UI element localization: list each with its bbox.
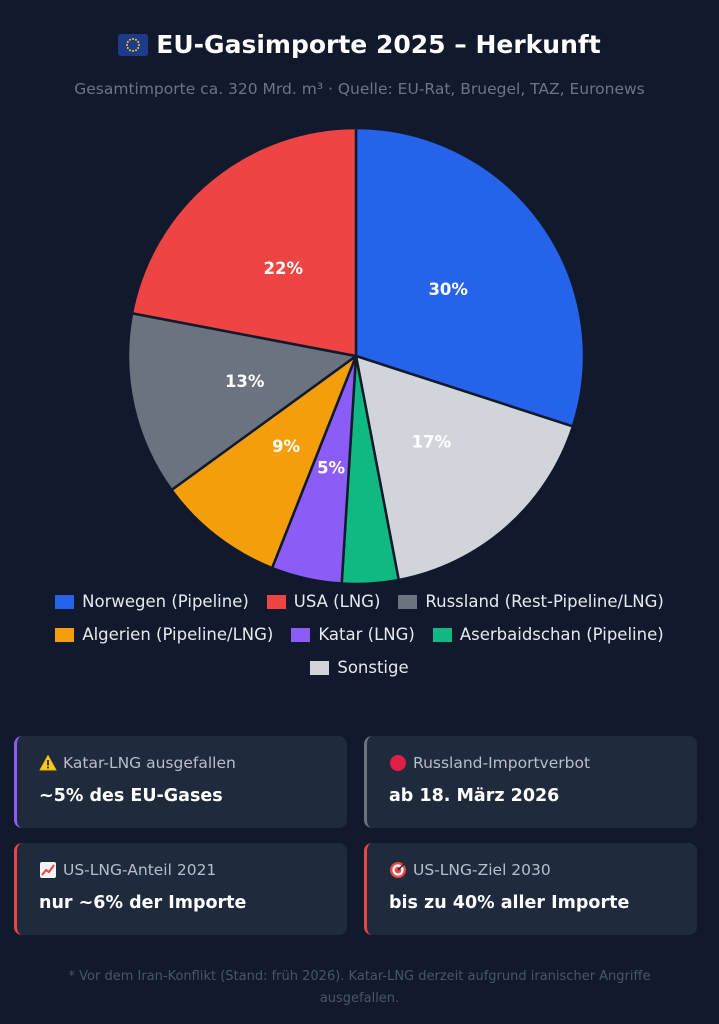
flag-star: [138, 43, 141, 46]
flag-star: [129, 48, 132, 51]
legend-swatch: [55, 594, 75, 609]
legend-label: USA (LNG): [293, 592, 381, 611]
flag-star: [135, 48, 138, 51]
legend-label: Norwegen (Pipeline): [82, 592, 249, 611]
chart-subtitle: Gesamtimporte ca. 320 Mrd. m³ · Quelle: …: [74, 80, 645, 98]
slice-label: 9%: [272, 437, 300, 456]
flag-star: [137, 40, 140, 43]
info-card-russland: Russland-Importverbot ab 18. März 2026: [364, 736, 697, 828]
card-value: nur ~6% der Importe: [39, 893, 247, 913]
legend-item-russland: Russland (Rest-Pipeline/LNG): [398, 592, 664, 611]
card-label: Katar-LNG ausgefallen: [63, 754, 236, 772]
slice-label: 30%: [428, 280, 468, 299]
pie-slice-russland: [126, 312, 358, 492]
card-value: ~5% des EU-Gases: [39, 786, 223, 806]
pie-slice-usa: [130, 126, 358, 358]
legend-label: Aserbaidschan (Pipeline): [459, 625, 664, 644]
card-label: Russland-Importverbot: [413, 754, 591, 772]
flag-star: [132, 49, 135, 52]
chart-title-text: EU-Gasimporte 2025 – Herkunft: [156, 30, 601, 59]
legend-label: Sonstige: [337, 658, 409, 677]
card-label-row: Russland-Importverbot: [389, 754, 697, 772]
legend-item-katar: Katar (LNG): [291, 625, 415, 644]
legend-item-sonstige: Sonstige: [310, 658, 409, 677]
flag-star: [129, 38, 132, 41]
flag-star: [126, 43, 129, 46]
legend-swatch: [291, 627, 311, 642]
legend-label: Katar (LNG): [318, 625, 415, 644]
info-card-katar: Katar-LNG ausgefallen ~5% des EU-Gases: [14, 736, 347, 828]
pie-slice-sonstige: [354, 354, 575, 582]
footnote: * Vor dem Iran-Konflikt (Stand: früh 202…: [68, 969, 651, 1006]
card-label: US-LNG-Anteil 2021: [63, 861, 217, 879]
pie-slice-norwegen: [354, 126, 586, 428]
flag-star: [132, 37, 135, 40]
eu-flag-icon: [118, 33, 149, 56]
legend-item-algerien: Algerien (Pipeline/LNG): [55, 625, 273, 644]
legend-item-aserbaidschan: Aserbaidschan (Pipeline): [432, 625, 664, 644]
card-label-row: US-LNG-Ziel 2030: [389, 861, 697, 879]
card-label: US-LNG-Ziel 2030: [413, 861, 551, 879]
card-label-row: Katar-LNG ausgefallen: [39, 754, 347, 772]
flag-star: [127, 40, 130, 43]
red-circle-icon: [390, 755, 406, 771]
legend-label: Algerien (Pipeline/LNG): [82, 625, 274, 644]
slice-label: 13%: [225, 372, 265, 391]
flag-star: [135, 38, 138, 41]
card-value: bis zu 40% aller Importe: [389, 893, 630, 913]
slice-label: 17%: [412, 433, 452, 452]
info-card-us-lng-2021: US-LNG-Anteil 2021 nur ~6% der Importe: [14, 843, 347, 935]
legend-item-usa: USA (LNG): [266, 592, 381, 611]
flag-star: [127, 46, 130, 49]
chart-increasing-icon: [40, 862, 56, 878]
warning-icon: [39, 755, 57, 771]
target-icon: [390, 862, 406, 878]
chart-legend: Norwegen (Pipeline) USA (LNG) Russland (…: [20, 592, 699, 677]
pie-slice-algerien: [170, 354, 358, 570]
legend-swatch: [55, 627, 75, 642]
legend-swatch: [398, 594, 418, 609]
legend-swatch: [310, 660, 330, 675]
chart-title: EU-Gasimporte 2025 – Herkunft: [0, 30, 719, 59]
pie-chart: 30% 17% 5% 9% 13% 22%: [126, 126, 586, 586]
legend-item-norwegen: Norwegen (Pipeline): [55, 592, 249, 611]
card-value: ab 18. März 2026: [389, 786, 560, 806]
legend-label: Russland (Rest-Pipeline/LNG): [425, 592, 664, 611]
legend-swatch: [432, 627, 452, 642]
legend-swatch: [266, 594, 286, 609]
slice-label: 5%: [317, 458, 345, 477]
flag-star: [137, 46, 140, 49]
card-label-row: US-LNG-Anteil 2021: [39, 861, 347, 879]
slice-label: 22%: [264, 259, 304, 278]
info-card-us-lng-2030: US-LNG-Ziel 2030 bis zu 40% aller Import…: [364, 843, 697, 935]
